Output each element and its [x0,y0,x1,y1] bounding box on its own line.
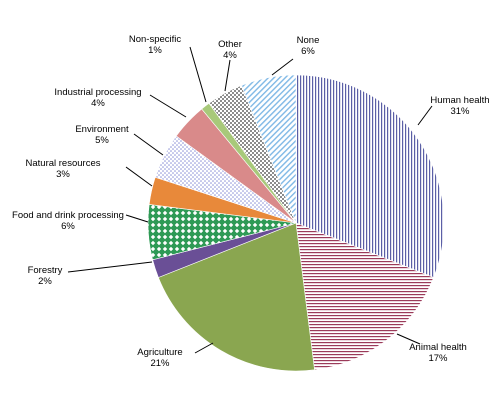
pie-slice-agriculture-label-value: 21% [150,358,170,369]
pie-slice-human-health [295,74,445,278]
pie-slice-agriculture [158,222,315,372]
pie-slice-forestry-label: Forestry 2% [28,265,63,287]
pie-slice-animal-health-label: Animal health 17% [409,342,467,364]
pie-slice-agriculture-leader-line [194,342,214,354]
pie-slice-other-label: Other 4% [218,39,242,61]
pie-slice-non-specific-label-name: Non-specific [129,34,182,45]
pie-slice-other-label-name: Other [218,39,242,50]
pie-slice-industrial-processing-label-value: 4% [91,98,105,109]
pie-slice-agriculture-label-name: Agriculture [137,347,182,358]
pie-slice-non-specific-label: Non-specific 1% [129,34,182,56]
pie-slice-animal-health-label-name: Animal health [409,342,467,353]
pie-slice-environment-leader-line [133,133,164,156]
pie-slice-natural-resources-label-name: Natural resources [26,158,101,169]
pie-slice-human-health-label-value: 31% [450,106,470,117]
pie-slice-natural-resources-label: Natural resources 3% [26,158,101,180]
pie-slice-environment-label-name: Environment [75,124,129,135]
pie-slice-human-health-label-name: Human health [430,95,489,106]
pie-slice-food-and-drink-processing-leader-line [125,214,149,223]
pie-slice-animal-health-leader-line [396,333,421,345]
pie-slice-environment-label-value: 5% [95,135,109,146]
pie-slice-forestry-label-name: Forestry [28,265,63,276]
pie-slice-industrial-processing-label-name: Industrial processing [54,87,141,98]
pie-slice-food-and-drink-processing-label-name: Food and drink processing [12,210,124,221]
pie-slice-none-leader-line [271,58,294,76]
pie-slice-human-health-label: Human health 31% [430,95,489,117]
pie-slice-none-label-name: None [297,35,320,46]
pie-slice-animal-health-label-value: 17% [428,353,448,364]
pie-slice-other-leader-line [224,59,231,92]
pie-slice-agriculture-label: Agriculture 21% [137,347,182,369]
pie-slice-industrial-processing-leader-line [149,94,187,118]
pie-slice-none-label-value: 6% [301,46,315,57]
pie-slice-animal-health [295,222,434,371]
pie-slice-non-specific-leader-line [189,46,207,103]
pie-slice-forestry-label-value: 2% [38,276,52,287]
pie-slice-other-label-value: 4% [223,50,237,61]
pie-slice-environment-label: Environment 5% [75,124,129,146]
pie-slice-industrial-processing-label: Industrial processing 4% [54,87,141,109]
pie-slice-food-and-drink-processing-label: Food and drink processing 6% [12,210,124,232]
pie-slice-non-specific-label-value: 1% [148,45,162,56]
pie-slice-forestry-leader-line [67,261,153,273]
pie-slice-natural-resources-label-value: 3% [56,169,70,180]
pie-slice-food-and-drink-processing-label-value: 6% [61,221,75,232]
pie-slice-none-label: None 6% [297,35,320,57]
pie-slice-none [241,74,297,224]
pie-slice-human-health-leader-line [417,105,433,126]
pie-slice-natural-resources-leader-line [125,166,153,187]
